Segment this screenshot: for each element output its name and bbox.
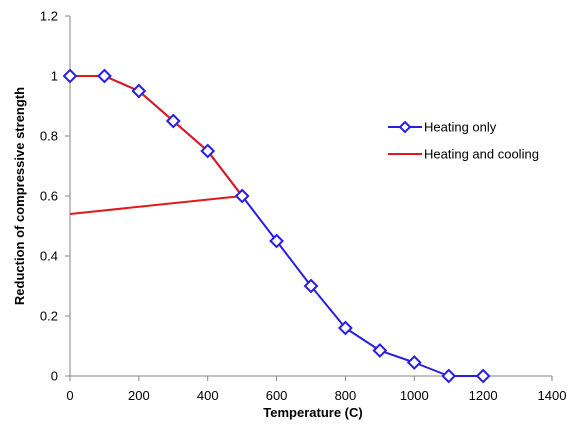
- data-point: [303, 278, 319, 294]
- series-layer: [62, 68, 491, 384]
- data-point: [234, 188, 250, 204]
- data-point: [338, 320, 353, 336]
- x-tick-label: 800: [335, 388, 357, 403]
- x-axis-title: Temperature (C): [263, 405, 362, 420]
- axes: [69, 16, 552, 377]
- y-tick-label: 0.2: [40, 309, 58, 324]
- x-tick-label: 1400: [538, 388, 567, 403]
- legend-label-heating-and-cooling: Heating and cooling: [424, 147, 539, 162]
- data-point: [475, 368, 491, 384]
- x-tick-label: 0: [66, 388, 73, 403]
- data-point: [441, 368, 457, 384]
- y-tick-label: 0.8: [40, 129, 58, 144]
- y-tick-label: 0.6: [40, 189, 58, 204]
- y-tick-label: 1: [51, 69, 58, 84]
- data-point: [269, 233, 284, 249]
- y-axis-title: Reduction of compressive strength: [12, 87, 27, 305]
- data-point: [131, 83, 147, 99]
- data-point: [165, 113, 181, 129]
- series-line-heating-only: [70, 75, 484, 377]
- x-tick-label: 600: [266, 388, 288, 403]
- data-point: [406, 355, 422, 370]
- tick-labels: 0 0.2 0.4 0.6 0.8 1 1.2 0 200 400 600 800 1000 1200 14…: [40, 9, 567, 404]
- data-point: [200, 143, 216, 159]
- y-tick-label: 1.2: [40, 9, 58, 24]
- x-tick-label: 1000: [400, 388, 429, 403]
- data-point: [62, 68, 78, 84]
- x-tick-label: 400: [197, 388, 219, 403]
- ticks: [65, 15, 553, 381]
- y-tick-label: 0.4: [40, 249, 58, 264]
- data-point: [97, 68, 112, 84]
- data-point: [372, 343, 388, 358]
- y-tick-label: 0: [51, 369, 58, 384]
- x-tick-label: 200: [128, 388, 150, 403]
- legend: Heating only Heating and cooling: [388, 120, 539, 162]
- series-line-heating-and-cooling: [69, 75, 244, 215]
- legend-label-heating-only: Heating only: [424, 120, 497, 135]
- legend-marker: [398, 120, 412, 134]
- x-tick-label: 1200: [469, 388, 498, 403]
